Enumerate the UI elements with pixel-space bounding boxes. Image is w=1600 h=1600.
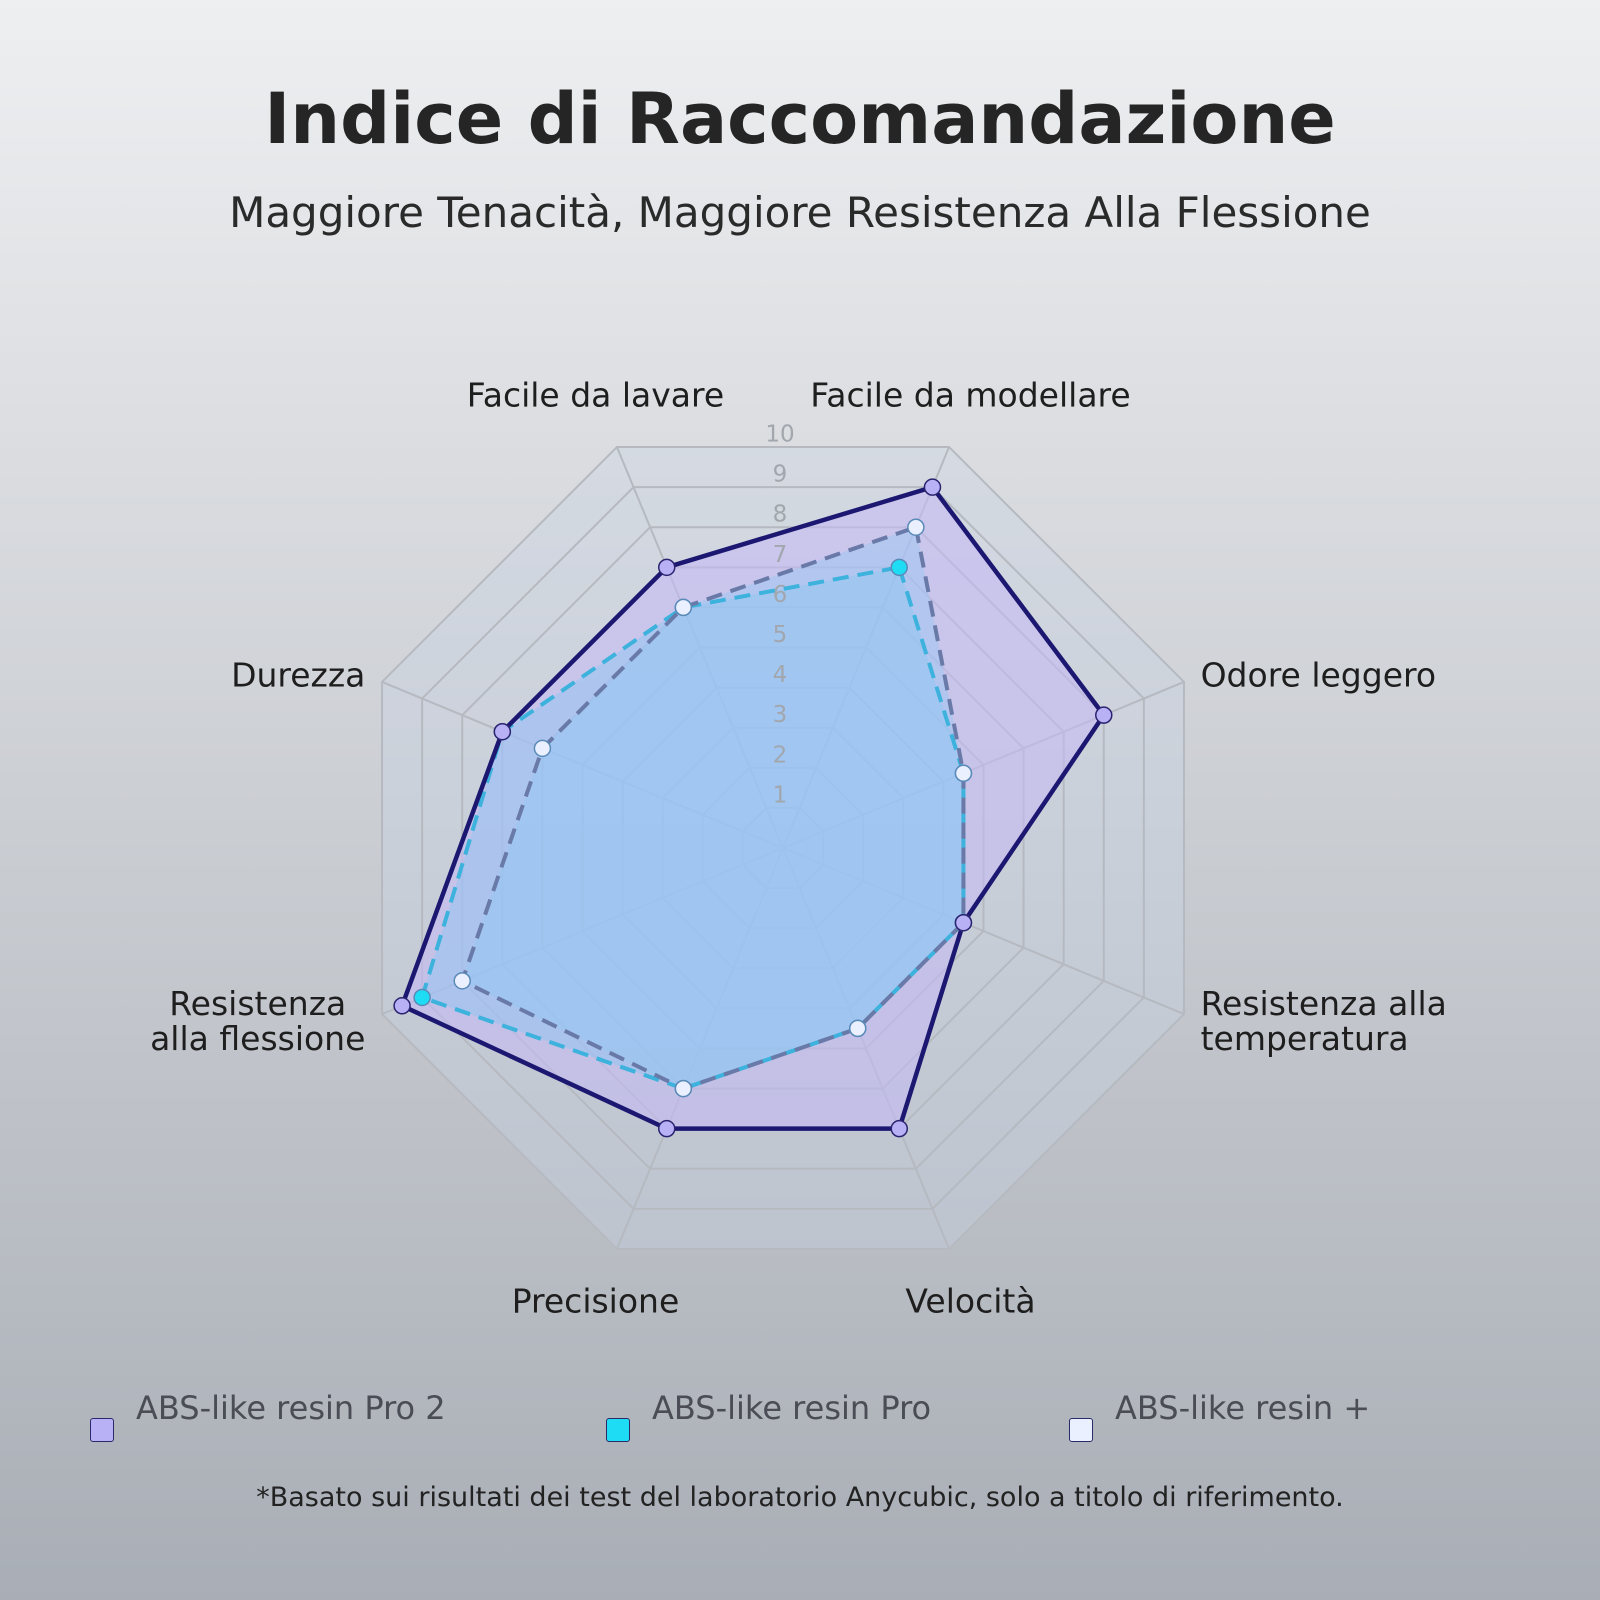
marker bbox=[890, 1119, 909, 1138]
r-tick-label: 3 bbox=[773, 702, 788, 728]
r-tick-label: 6 bbox=[773, 582, 788, 608]
r-tick-label: 7 bbox=[773, 542, 788, 568]
marker bbox=[413, 988, 431, 1007]
marker bbox=[493, 722, 512, 741]
category-label: Facile da lavare bbox=[466, 375, 725, 415]
category-label: Velocità bbox=[905, 1281, 1036, 1321]
category-label: Facile da modellare bbox=[810, 375, 1131, 415]
legend-swatch bbox=[1069, 1418, 1093, 1442]
chart-title: Indice di Raccomandazione bbox=[264, 78, 1336, 160]
marker bbox=[848, 1019, 867, 1038]
marker bbox=[954, 913, 973, 932]
series-fill bbox=[402, 487, 1104, 1129]
marker bbox=[923, 478, 942, 496]
category-label: Resistenza alla temperatura bbox=[1200, 983, 1447, 1058]
marker bbox=[453, 972, 471, 990]
r-tick-label: 9 bbox=[773, 462, 788, 488]
r-tick-label: 4 bbox=[773, 662, 788, 688]
r-tick-label: 5 bbox=[773, 622, 788, 648]
r-tick-label: 2 bbox=[773, 742, 788, 768]
series-fill bbox=[422, 567, 964, 1089]
legend-label: ABS-like resin Pro bbox=[652, 1389, 932, 1427]
marker bbox=[1095, 706, 1113, 724]
marker bbox=[657, 1119, 676, 1138]
marker bbox=[954, 764, 973, 783]
r-tick-label: 1 bbox=[773, 782, 788, 808]
marker bbox=[393, 997, 411, 1015]
legend-swatch bbox=[606, 1418, 630, 1442]
legend-label: ABS-like resin + bbox=[1115, 1389, 1371, 1427]
legend-swatch bbox=[90, 1418, 114, 1442]
category-label: Durezza bbox=[231, 655, 366, 695]
marker bbox=[674, 1079, 693, 1098]
category-label: Odore leggero bbox=[1200, 655, 1437, 695]
r-tick-label: 8 bbox=[773, 502, 788, 528]
legend-label: ABS-like resin Pro 2 bbox=[136, 1389, 446, 1427]
r-tick-label: 10 bbox=[765, 422, 794, 448]
series-fill bbox=[462, 527, 964, 1089]
category-label: Resistenza alla flessione bbox=[150, 983, 366, 1058]
marker bbox=[657, 558, 676, 577]
marker bbox=[907, 518, 925, 536]
marker bbox=[533, 739, 552, 758]
category-label: Precisione bbox=[511, 1281, 680, 1321]
chart-subtitle: Maggiore Tenacità, Maggiore Resistenza A… bbox=[229, 188, 1371, 237]
marker bbox=[674, 598, 693, 617]
marker bbox=[890, 558, 909, 577]
footnote: *Basato sui risultati dei test del labor… bbox=[256, 1482, 1344, 1513]
